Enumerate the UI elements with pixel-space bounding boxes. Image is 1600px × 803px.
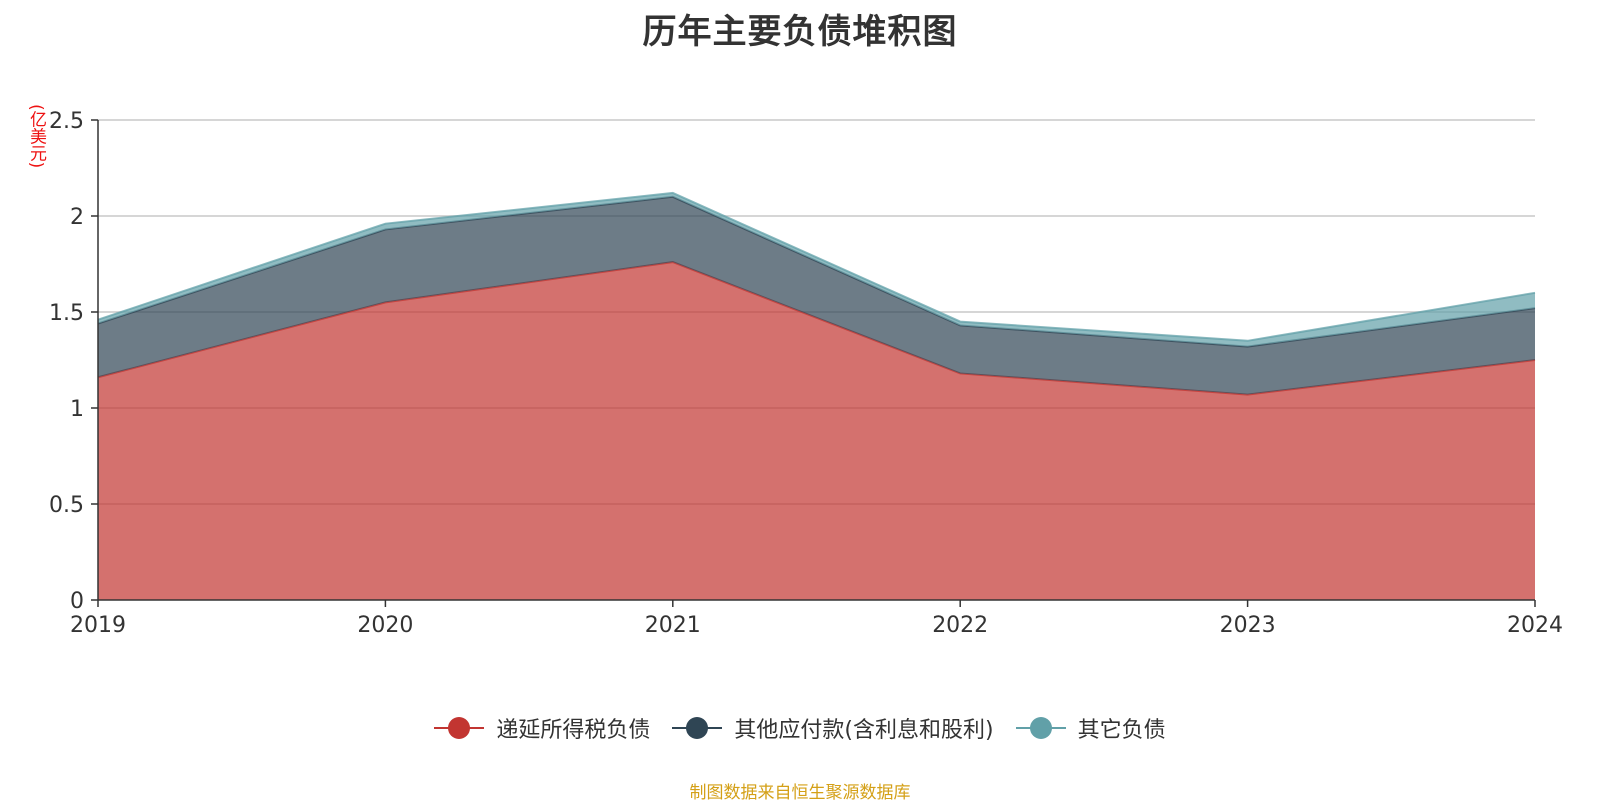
chart-title: 历年主要负债堆积图 bbox=[642, 12, 958, 52]
legend-item-other-payables[interactable]: 其他应付款(含利息和股利) bbox=[672, 712, 994, 744]
x-tick-label: 2023 bbox=[1220, 613, 1276, 638]
y-tick-label: 1 bbox=[70, 397, 84, 422]
area-series-1 bbox=[98, 196, 1535, 395]
area-edge-2 bbox=[97, 191, 1536, 342]
legend-marker-icon bbox=[434, 717, 485, 739]
axes: 0 0.5 1 1.5 2 2.5 2019 2020 2021 2022 2023 2024 bbox=[49, 109, 1563, 638]
x-tick-label: 2019 bbox=[70, 613, 126, 638]
y-tick-label: 0.5 bbox=[49, 493, 84, 518]
legend-marker-icon bbox=[1015, 717, 1066, 739]
legend-label: 其他应付款(含利息和股利) bbox=[734, 718, 994, 743]
legend: 递延所得税负债 其他应付款(含利息和股利) 其它负债 bbox=[0, 712, 1600, 744]
legend-item-other-liabilities[interactable]: 其它负债 bbox=[1015, 712, 1166, 744]
y-tick-label: 1.5 bbox=[49, 301, 84, 326]
y-tick-label: 2 bbox=[70, 205, 84, 230]
x-tick-label: 2024 bbox=[1507, 613, 1563, 638]
x-tick-label: 2022 bbox=[932, 613, 988, 638]
legend-item-deferred-tax[interactable]: 递延所得税负债 bbox=[434, 712, 650, 744]
legend-label: 其它负债 bbox=[1077, 718, 1166, 743]
x-tick-label: 2020 bbox=[357, 613, 413, 638]
y-tick-label: 0 bbox=[70, 589, 84, 614]
y-tick-label: 2.5 bbox=[49, 109, 84, 134]
area-series-0 bbox=[98, 262, 1535, 600]
y-axis-unit-label: (亿美元) bbox=[26, 104, 46, 169]
legend-marker-icon bbox=[672, 717, 723, 739]
legend-label: 递延所得税负债 bbox=[496, 718, 651, 743]
x-tick-label: 2021 bbox=[645, 613, 701, 638]
chart-plot: 0 0.5 1 1.5 2 2.5 2019 2020 2021 2022 2023 2024 bbox=[49, 109, 1563, 638]
source-note: 制图数据来自恒生聚源数据库 bbox=[689, 783, 911, 803]
stacked-areas bbox=[97, 191, 1536, 600]
